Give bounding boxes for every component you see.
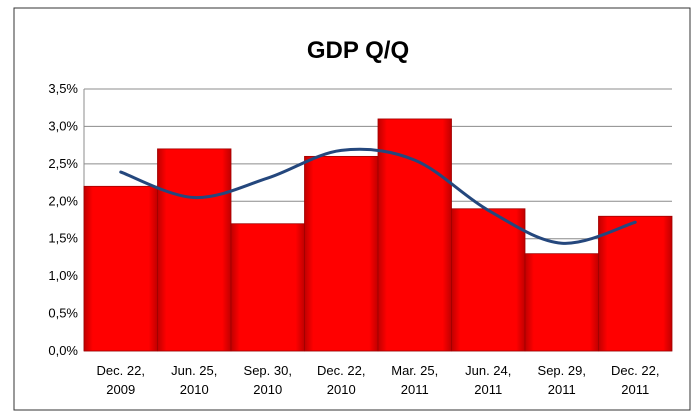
bar <box>157 148 232 352</box>
y-tick-label: 0,0% <box>48 343 78 358</box>
x-tick-label: Jun. 25, 2010 <box>171 363 217 397</box>
bar <box>377 118 452 352</box>
y-tick-label: 2,5% <box>48 156 78 171</box>
trend-line <box>119 147 637 245</box>
x-tick-label: Sep. 30, 2010 <box>244 363 292 397</box>
bar <box>598 215 673 352</box>
x-tick-label: Dec. 22, 2009 <box>97 363 145 397</box>
bar <box>83 185 158 352</box>
y-tick-label: 2,0% <box>48 193 78 208</box>
x-tick-label: Dec. 22, 2010 <box>317 363 365 397</box>
y-tick-label: 1,5% <box>48 231 78 246</box>
bar <box>304 155 379 352</box>
bar <box>451 208 526 352</box>
chart-title: GDP Q/Q <box>307 37 409 64</box>
y-tick-label: 0,5% <box>48 306 78 321</box>
x-tick-label: Jun. 24, 2011 <box>465 363 511 397</box>
y-tick-label: 1,0% <box>48 268 78 283</box>
x-tick-label: Dec. 22, 2011 <box>611 363 659 397</box>
y-tick-label: 3,0% <box>48 118 78 133</box>
y-tick-label: 3,5% <box>48 81 78 96</box>
x-tick-label: Mar. 25, 2011 <box>391 363 438 397</box>
x-tick-label: Sep. 29, 2011 <box>538 363 586 397</box>
bar <box>230 223 305 352</box>
bar <box>524 253 599 352</box>
